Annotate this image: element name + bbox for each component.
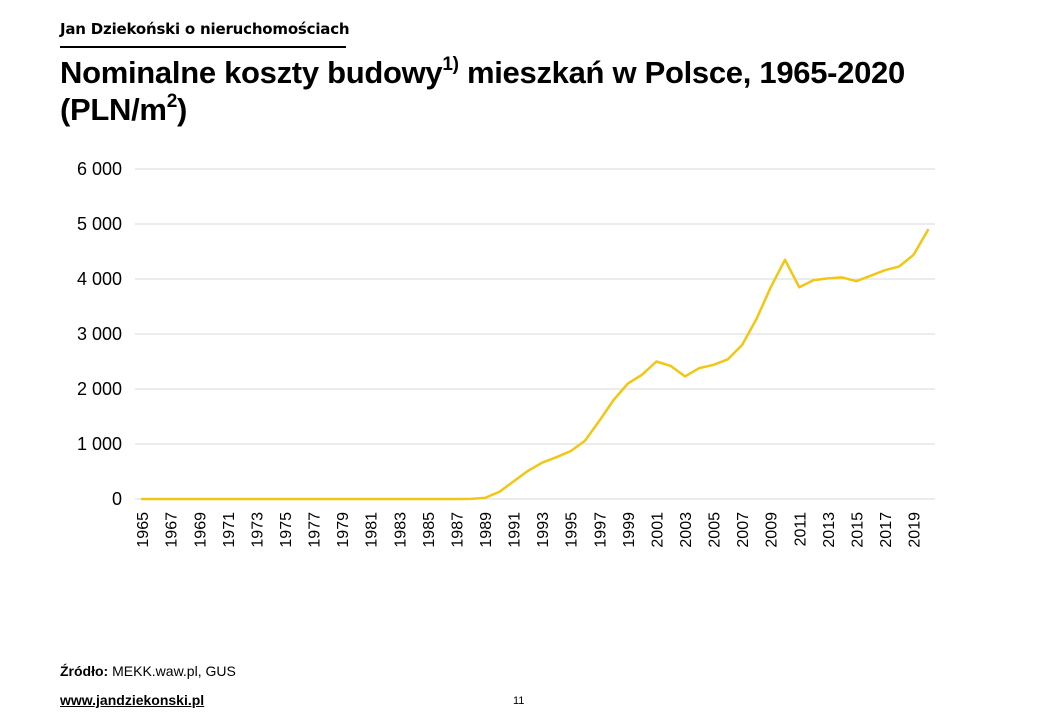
- source-label: Źródło:: [60, 663, 109, 679]
- title-text-2: mieszkań w Polsce, 1965-2020: [458, 55, 905, 90]
- x-tick-label: 1983: [392, 512, 409, 548]
- x-tick-label: 1979: [335, 512, 352, 548]
- y-tick-label: 3 000: [77, 324, 122, 344]
- source-text: MEKK.waw.pl, GUS: [108, 663, 236, 679]
- x-tick-label: 1973: [249, 512, 266, 548]
- y-tick-label: 2 000: [77, 379, 122, 399]
- x-tick-label: 2007: [735, 512, 752, 548]
- x-tick-label: 2003: [678, 512, 695, 548]
- y-tick-label: 0: [112, 489, 122, 509]
- title-unit-text: (PLN/m: [60, 92, 167, 127]
- x-tick-label: 1975: [278, 512, 295, 548]
- x-tick-label: 1991: [507, 512, 524, 548]
- x-tick-label: 1997: [592, 512, 609, 548]
- x-tick-label: 1989: [478, 512, 495, 548]
- y-tick-label: 1 000: [77, 434, 122, 454]
- brand-underline: [60, 46, 346, 48]
- title-unit-close: ): [176, 92, 188, 127]
- page-number: 11: [513, 695, 525, 707]
- x-tick-label: 2019: [907, 512, 924, 548]
- y-tick-label: 6 000: [77, 159, 122, 179]
- x-tick-label: 2013: [821, 512, 838, 548]
- x-tick-label: 2015: [849, 512, 866, 548]
- x-tick-label: 1993: [535, 512, 552, 548]
- y-tick-label: 5 000: [77, 214, 122, 234]
- title-unit-superscript: 2: [166, 90, 178, 112]
- x-tick-label: 1999: [621, 512, 638, 548]
- x-tick-label: 2009: [764, 512, 781, 548]
- source-note: Źródło: MEKK.waw.pl, GUS: [60, 663, 236, 679]
- x-tick-label: 1965: [135, 512, 152, 548]
- x-tick-label: 2001: [649, 512, 666, 548]
- x-tick-label: 1977: [307, 512, 324, 548]
- title-text-1: Nominalne koszty budowy: [60, 55, 443, 90]
- x-tick-label: 1967: [164, 512, 181, 548]
- brand-name: Jan Dziekoński o nieruchomościach: [60, 20, 350, 38]
- x-tick-label: 2005: [707, 512, 724, 548]
- x-tick-label: 1981: [364, 512, 381, 548]
- website-link[interactable]: www.jandziekonski.pl: [60, 692, 205, 708]
- series-line: [140, 228, 930, 501]
- x-tick-label: 1985: [421, 512, 438, 548]
- x-tick-label: 1995: [564, 512, 581, 548]
- x-tick-label: 1987: [449, 512, 466, 548]
- chart-title: Nominalne koszty budowy1) mieszkań w Pol…: [60, 54, 1000, 128]
- x-tick-label: 1969: [192, 512, 209, 548]
- x-tick-label: 2011: [792, 512, 809, 547]
- title-footnote-mark: 1): [442, 53, 459, 75]
- x-tick-label: 2017: [878, 512, 895, 548]
- x-tick-label: 1971: [221, 512, 238, 548]
- y-tick-label: 4 000: [77, 269, 122, 289]
